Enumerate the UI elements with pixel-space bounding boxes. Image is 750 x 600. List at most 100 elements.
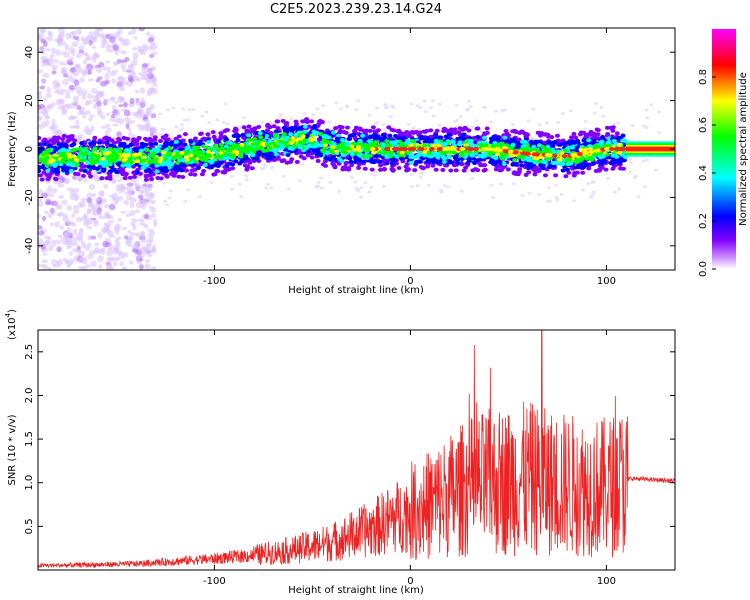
heatmap-cell <box>378 167 384 172</box>
heatmap-cell <box>69 134 75 139</box>
heatmap-cell <box>591 190 596 194</box>
heatmap-cell <box>369 186 374 190</box>
heatmap-cell <box>612 122 617 126</box>
heatmap-cell <box>73 79 80 87</box>
heatmap-cell <box>100 80 107 87</box>
heatmap-cell <box>148 67 154 73</box>
heatmap-cell <box>44 119 50 127</box>
heatmap-cell <box>105 127 112 132</box>
heatmap-cell <box>467 139 473 144</box>
heatmap-cell <box>430 163 436 168</box>
heatmap-cells <box>38 28 675 270</box>
heatmap-cell <box>556 121 561 125</box>
heatmap-cell <box>324 150 330 155</box>
heatmap-cell <box>104 123 111 129</box>
heatmap-cell <box>188 172 194 177</box>
heatmap-cell <box>107 263 112 267</box>
heatmap-cell <box>79 227 84 233</box>
heatmap-cell <box>356 148 362 153</box>
heatmap-cell <box>120 163 126 168</box>
heatmap-cell <box>182 132 188 137</box>
heatmap-cell <box>93 103 99 109</box>
heatmap-cell <box>252 126 258 131</box>
heatmap-cell <box>557 142 563 147</box>
heatmap-cell <box>139 87 146 94</box>
heatmap-cell <box>61 236 68 242</box>
heatmap-cell <box>209 165 215 170</box>
heatmap-cell <box>451 130 457 135</box>
heatmap-cell <box>523 134 529 139</box>
heatmap-cell <box>230 187 235 191</box>
figure-title: C2E5.2023.239.23.14.G24 <box>270 2 442 17</box>
heatmap-cell <box>38 36 44 41</box>
heatmap-cell <box>380 132 386 137</box>
heatmap-cell <box>149 54 155 59</box>
heatmap-cell <box>182 118 187 122</box>
heatmap-cell <box>560 168 566 173</box>
heatmap-cell <box>316 180 321 184</box>
heatmap-cell <box>482 163 488 168</box>
heatmap-cell <box>101 34 107 41</box>
heatmap-cell <box>86 99 94 104</box>
heatmap-cell <box>580 170 586 175</box>
heatmap-cell <box>387 133 393 138</box>
heatmap-cell <box>354 187 359 191</box>
heatmap-cell <box>148 187 153 191</box>
heatmap-cell <box>44 210 49 215</box>
heatmap-cell <box>73 197 79 202</box>
heatmap-cell <box>357 138 363 143</box>
heatmap-cell <box>388 115 393 119</box>
heatmap-cell <box>239 195 244 199</box>
heatmap-cell <box>527 191 532 195</box>
heatmap-cell <box>470 177 475 181</box>
heatmap-cell <box>430 99 435 103</box>
heatmap-cell <box>99 176 105 181</box>
heatmap-cell <box>491 196 496 200</box>
heatmap-cell <box>633 174 638 178</box>
heatmap-cell <box>573 135 579 140</box>
heatmap-cell <box>66 227 72 233</box>
heatmap-cell <box>297 145 303 150</box>
heatmap-cell <box>171 106 176 110</box>
heatmap-cell <box>431 160 437 165</box>
heatmap-cell <box>108 143 114 148</box>
heatmap-cell <box>39 85 46 90</box>
heatmap-cell <box>61 108 67 116</box>
heatmap-cell <box>160 145 166 150</box>
heatmap-cell <box>192 172 198 177</box>
heatmap-cell <box>383 106 388 110</box>
heatmap-cell <box>572 171 578 176</box>
heatmap-cell <box>113 200 119 205</box>
heatmap-cell <box>315 158 321 163</box>
heatmap-cell <box>82 168 88 173</box>
heatmap-cell <box>600 135 606 140</box>
heatmap-cell <box>88 40 93 46</box>
heatmap-cell <box>316 184 321 188</box>
heatmap-cell <box>279 112 284 116</box>
heatmap-cell <box>238 154 244 159</box>
heatmap-cell <box>78 161 84 166</box>
heatmap-cell <box>38 110 41 115</box>
heatmap-cell <box>105 213 111 219</box>
heatmap-cell <box>90 87 97 94</box>
heatmap-cell <box>101 125 106 129</box>
heatmap-cell <box>377 159 383 164</box>
heatmap-cell <box>428 154 434 159</box>
heatmap-cell <box>108 203 116 211</box>
heatmap-cell <box>366 153 372 158</box>
heatmap-cell <box>334 136 340 141</box>
heatmap-cell <box>100 44 106 49</box>
heatmap-cell <box>214 168 220 173</box>
heatmap-cell <box>553 173 559 178</box>
heatmap-cell <box>373 140 379 145</box>
heatmap-cell <box>174 125 179 129</box>
heatmap-cell <box>86 242 92 248</box>
heatmap-cell <box>62 78 69 86</box>
heatmap-cell <box>475 134 481 139</box>
heatmap-cell <box>115 184 121 191</box>
heatmap-cell <box>409 102 414 106</box>
heatmap-cell <box>446 155 452 160</box>
heatmap-cell <box>237 161 243 166</box>
heatmap-cell <box>278 115 283 119</box>
heatmap-cell <box>237 182 242 186</box>
